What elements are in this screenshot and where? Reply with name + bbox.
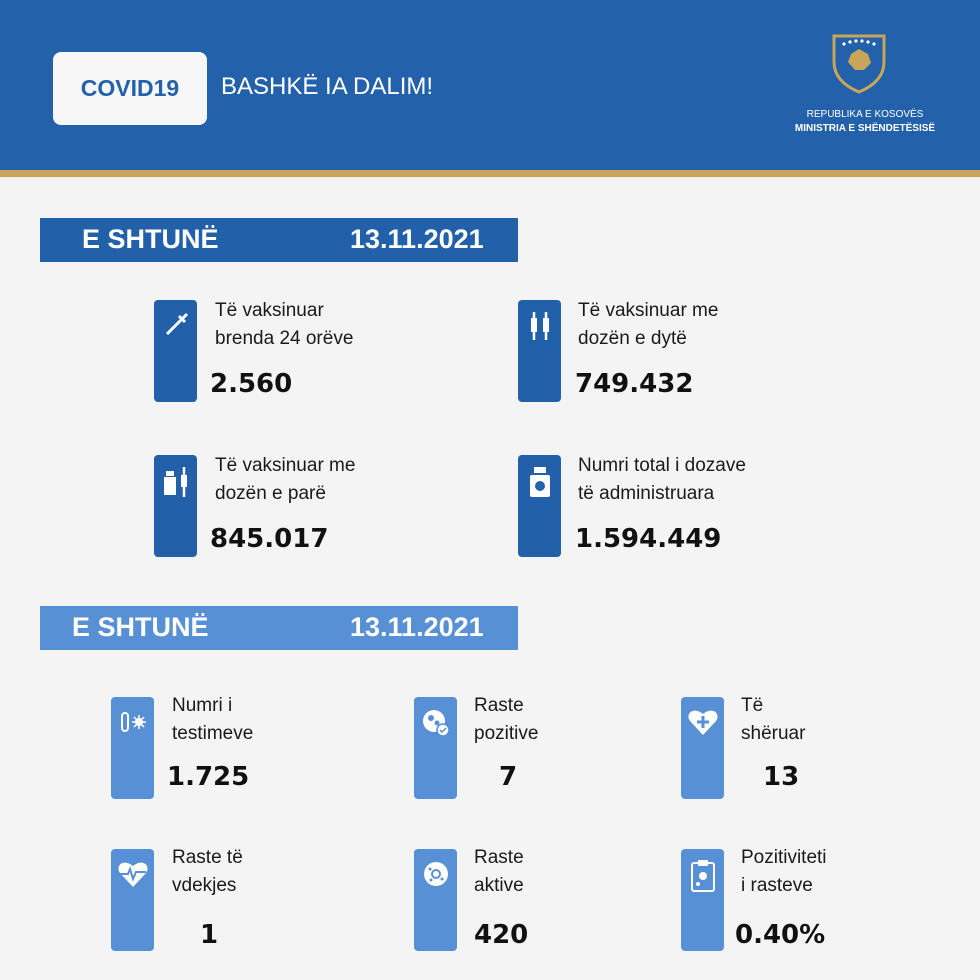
two-syringes-icon <box>518 300 561 402</box>
slogan: BASHKË IA DALIM! <box>221 73 434 100</box>
positivity-label: Pozitiviteti i rasteve <box>741 844 827 900</box>
gold-divider <box>0 170 980 177</box>
total-doses-label: Numri total i dozave të administruara <box>578 452 746 508</box>
label-line: Raste <box>474 847 524 868</box>
date-label: 13.11.2021 <box>350 612 484 642</box>
label-line: pozitive <box>474 723 539 744</box>
label-line: aktive <box>474 875 524 896</box>
first-dose-label: Të vaksinuar me dozën e parë <box>215 452 355 508</box>
first-dose-value: 845.017 <box>210 524 329 554</box>
vaccine-bottle-icon <box>518 455 561 557</box>
label-line: shëruar <box>741 723 806 744</box>
heart-plus-icon <box>681 697 724 799</box>
label-line: Të vaksinuar me <box>578 300 719 321</box>
label-line: Pozitiviteti <box>741 847 827 868</box>
ministry-text: MINISTRIA E SHËNDETËSISË <box>794 123 936 134</box>
covid19-logo: COVID19 <box>53 52 207 125</box>
recovered-value: 13 <box>763 762 800 792</box>
label-line: Të vaksinuar <box>215 300 324 321</box>
total-doses-value: 1.594.449 <box>575 524 722 554</box>
tests-label: Numri i testimeve <box>172 692 253 748</box>
republic-text: REPUBLIKA E KOSOVËS <box>806 109 924 120</box>
label-line: testimeve <box>172 723 254 744</box>
label-line: Të <box>741 695 764 716</box>
virus-icon <box>414 849 457 951</box>
label-line: Të vaksinuar me <box>215 455 356 476</box>
label-line: Raste të <box>172 847 243 868</box>
label-line: Numri total i dozave <box>578 455 746 476</box>
label-line: i rasteve <box>741 875 813 896</box>
recovered-label: Të shëruar <box>741 692 805 748</box>
test-tube-virus-icon <box>111 697 154 799</box>
positivity-value: 0.40% <box>735 920 826 950</box>
label-line: brenda 24 orëve <box>215 328 354 349</box>
positive-cases-label: Raste pozitive <box>474 692 538 748</box>
kosovo-emblem-icon <box>832 34 886 94</box>
active-cases-label: Raste aktive <box>474 844 524 900</box>
label-line: të administruara <box>578 483 715 504</box>
date-label: 13.11.2021 <box>350 224 484 254</box>
ministry-label: REPUBLIKA E KOSOVËS MINISTRIA E SHËNDETË… <box>760 108 970 136</box>
deaths-value: 1 <box>200 920 219 950</box>
positive-cases-value: 7 <box>499 762 518 792</box>
active-cases-value: 420 <box>474 920 529 950</box>
day-label: E SHTUNË <box>72 612 209 642</box>
vaccinated-24h-value: 2.560 <box>210 369 293 399</box>
tests-value: 1.725 <box>167 762 250 792</box>
cases-date-bar: E SHTUNË 13.11.2021 <box>40 606 518 650</box>
virus-check-icon <box>414 697 457 799</box>
second-dose-value: 749.432 <box>575 369 694 399</box>
label-line: Raste <box>474 695 524 716</box>
label-line: dozën e parë <box>215 483 326 504</box>
label-line: Numri i <box>172 695 233 716</box>
label-line: dozën e dytë <box>578 328 687 349</box>
second-dose-label: Të vaksinuar me dozën e dytë <box>578 297 718 353</box>
vaccination-date-bar: E SHTUNË 13.11.2021 <box>40 218 518 262</box>
deaths-label: Raste të vdekjes <box>172 844 243 900</box>
vial-syringe-icon <box>154 455 197 557</box>
day-label: E SHTUNË <box>82 224 219 254</box>
label-line: vdekjes <box>172 875 237 896</box>
syringe-icon <box>154 300 197 402</box>
clipboard-virus-icon <box>681 849 724 951</box>
heartbeat-icon <box>111 849 154 951</box>
vaccinated-24h-label: Të vaksinuar brenda 24 orëve <box>215 297 353 353</box>
